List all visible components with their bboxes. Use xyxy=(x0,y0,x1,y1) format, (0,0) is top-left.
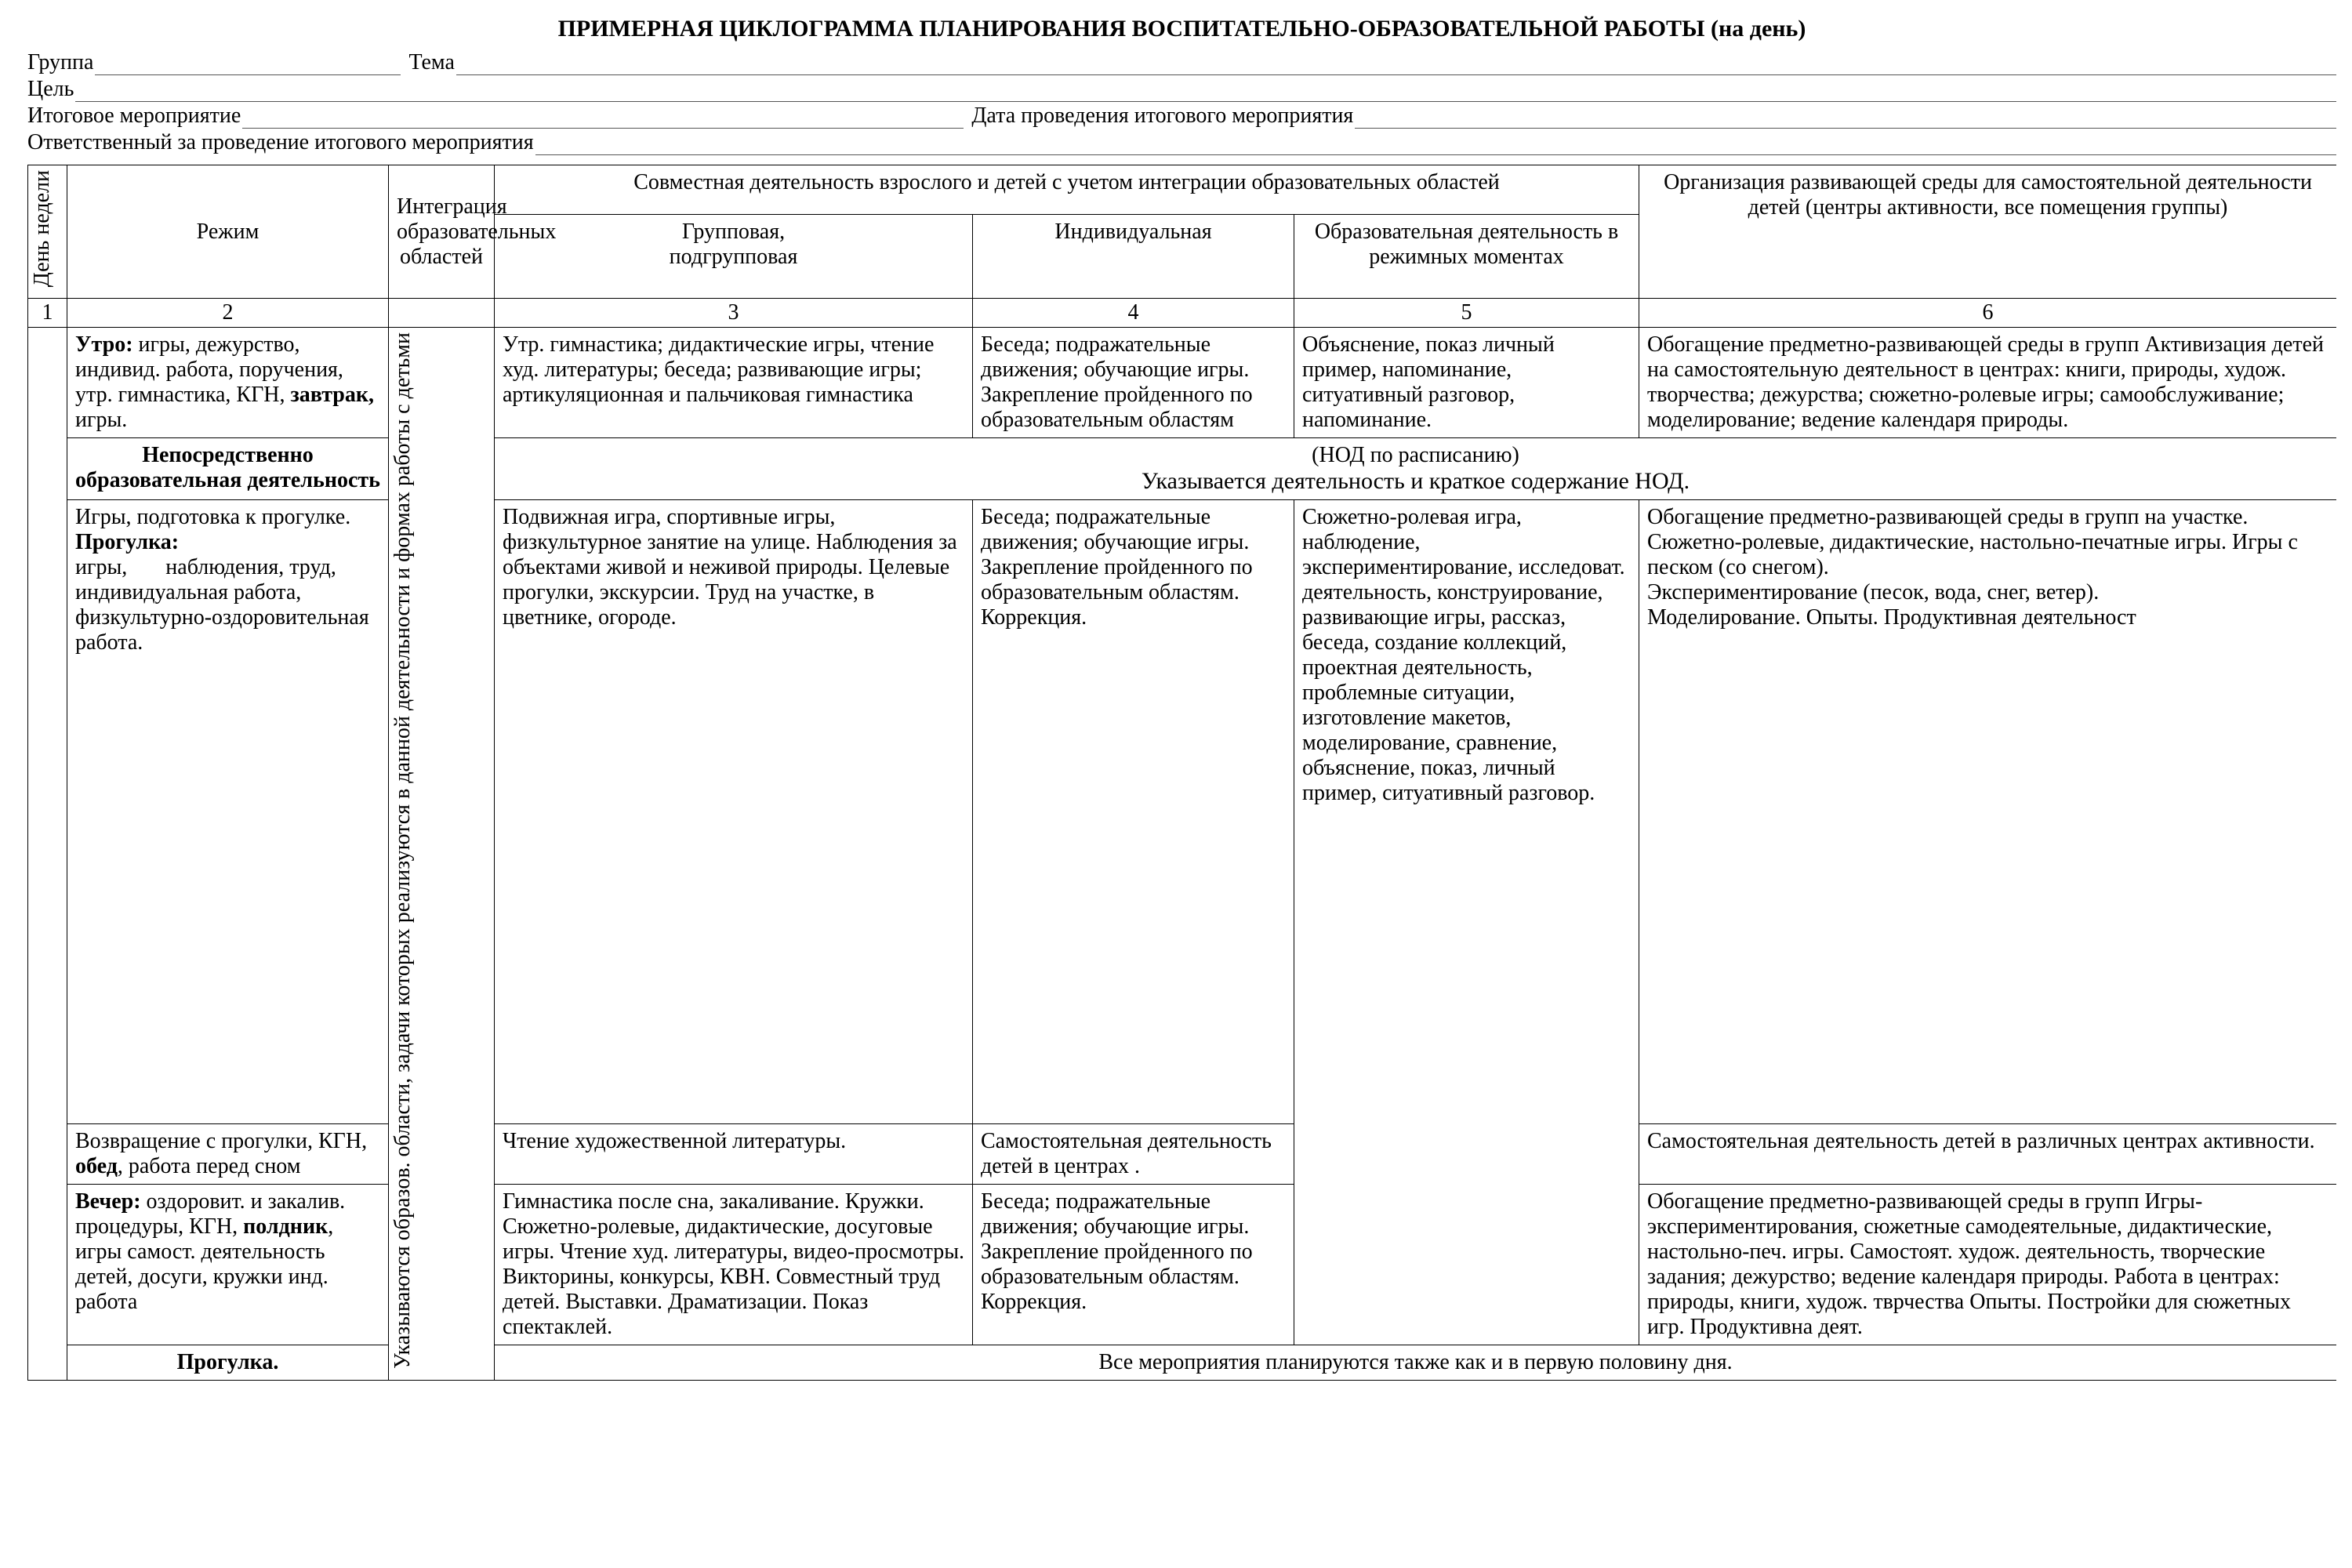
page-title: ПРИМЕРНАЯ ЦИКЛОГРАММА ПЛАНИРОВАНИЯ ВОСПИ… xyxy=(27,16,2336,42)
cell-return-c3: Чтение художественной литературы. xyxy=(495,1124,973,1185)
th-env: Организация развивающей среды для самост… xyxy=(1639,165,2337,299)
table-header-row-1: День недели Режим Интеграция образовател… xyxy=(28,165,2337,215)
row-walk2: Прогулка. Все мероприятия планируются та… xyxy=(28,1345,2337,1381)
blank-line xyxy=(456,51,2336,75)
cell-morning-c4: Беседа; подражательные движения; обучающ… xyxy=(973,328,1294,438)
th-day: День недели xyxy=(28,165,67,299)
cell-morning-c6: Обогащение предметно-развивающей среды в… xyxy=(1639,328,2337,438)
blank-line xyxy=(95,51,401,75)
cell-walk-c6: Обогащение предметно-развивающей среды в… xyxy=(1639,500,2337,1124)
cell-nod-merged: (НОД по расписанию) Указывается деятельн… xyxy=(495,438,2337,500)
label-responsible: Ответственный за проведение итогового ме… xyxy=(27,130,534,155)
label-goal: Цель xyxy=(27,77,74,102)
num-3: 3 xyxy=(495,299,973,328)
label-theme: Тема xyxy=(408,50,454,75)
cell-evening-c4: Беседа; подражательные движения; обучающ… xyxy=(973,1185,1294,1345)
cell-walk-c4: Беседа; подражательные движения; обучающ… xyxy=(973,500,1294,1124)
row-morning: Утро: игры, дежурство, индивид. работа, … xyxy=(28,328,2337,438)
cell-evening-rezhim: Вечер: оздоровит. и закалив. процедуры, … xyxy=(67,1185,389,1345)
num-5: 5 xyxy=(1294,299,1639,328)
label-group: Группа xyxy=(27,50,93,75)
row-nod: Непосредственно образовательная деятельн… xyxy=(28,438,2337,500)
cell-day xyxy=(28,328,67,1381)
field-row-responsible: Ответственный за проведение итогового ме… xyxy=(27,130,2336,155)
blank-line xyxy=(75,78,2336,102)
cell-evening-c3: Гимнастика после сна, закаливание. Кружк… xyxy=(495,1185,973,1345)
th-individual: Индивидуальная xyxy=(973,214,1294,298)
label-final-event: Итоговое мероприятие xyxy=(27,103,241,129)
cell-walk-c3: Подвижная игра, спортивные игры, физкуль… xyxy=(495,500,973,1124)
cell-integ-vertical: Указываются образов. области, задачи кот… xyxy=(389,328,495,1381)
field-row-group-theme: Группа Тема xyxy=(27,50,2336,75)
num-4: 4 xyxy=(973,299,1294,328)
th-integ: Интеграция образовательных областей xyxy=(389,165,495,299)
th-rezh-moments: Образовательная деятельность в режимных … xyxy=(1294,214,1639,298)
th-joint: Совместная деятельность взрослого и дете… xyxy=(495,165,1639,215)
nod-line1: (НОД по расписанию) xyxy=(503,443,2328,468)
cell-return-c4: Самостоятельная деятельность детей в цен… xyxy=(973,1124,1294,1185)
num-1: 1 xyxy=(28,299,67,328)
table-number-row: 1 2 3 4 5 6 xyxy=(28,299,2337,328)
cell-walk2-rezhim: Прогулка. xyxy=(67,1345,389,1381)
row-walk: Игры, подготовка к прогулке.Прогулка:игр… xyxy=(28,500,2337,1124)
num-blank xyxy=(389,299,495,328)
field-row-goal: Цель xyxy=(27,77,2336,102)
cell-morning-rezhim: Утро: игры, дежурство, индивид. работа, … xyxy=(67,328,389,438)
cell-nod-rezhim: Непосредственно образовательная деятельн… xyxy=(67,438,389,500)
cyclogram-table: День недели Режим Интеграция образовател… xyxy=(27,165,2336,1381)
num-2: 2 xyxy=(67,299,389,328)
th-rezhim: Режим xyxy=(67,165,389,299)
cell-walk2-merged: Все мероприятия планируются также как и … xyxy=(495,1345,2337,1381)
field-row-final-event: Итоговое мероприятие Дата проведения ито… xyxy=(27,103,2336,129)
row-return: Возвращение с прогулки, КГН, обед, работ… xyxy=(28,1124,2337,1185)
cell-return-c6: Самостоятельная деятельность детей в раз… xyxy=(1639,1124,2337,1185)
row-evening: Вечер: оздоровит. и закалив. процедуры, … xyxy=(28,1185,2337,1345)
blank-line xyxy=(1355,104,2336,129)
cell-return-rezhim: Возвращение с прогулки, КГН, обед, работ… xyxy=(67,1124,389,1185)
cell-walk-rezhim: Игры, подготовка к прогулке.Прогулка:игр… xyxy=(67,500,389,1124)
nod-line2: Указывается деятельность и краткое содер… xyxy=(503,468,2328,495)
label-final-date: Дата проведения итогового мероприятия xyxy=(971,103,1353,129)
th-group-sub: Групповая, подгрупповая xyxy=(495,214,973,298)
blank-line xyxy=(242,104,964,129)
cell-walk-c5-combined: Сюжетно-ролевая игра, наблюдение, экспер… xyxy=(1294,500,1639,1345)
cell-evening-c6: Обогащение предметно-развивающей среды в… xyxy=(1639,1185,2337,1345)
cell-morning-c5: Объяснение, показ личный пример, напомин… xyxy=(1294,328,1639,438)
blank-line xyxy=(535,131,2336,155)
num-6: 6 xyxy=(1639,299,2337,328)
cell-morning-c3: Утр. гимнастика; дидактические игры, чте… xyxy=(495,328,973,438)
